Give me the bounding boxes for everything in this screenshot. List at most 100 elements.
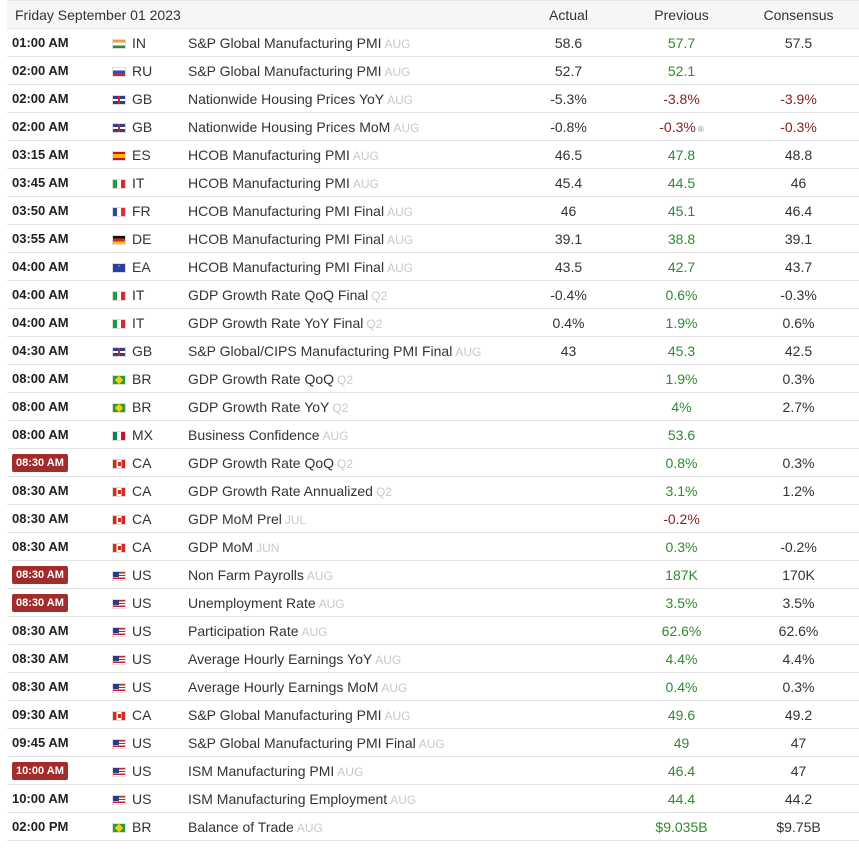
table-row[interactable]: 08:00 AM MX Business Confidence AUG 53.6: [7, 420, 859, 449]
event-time-badge: 08:30 AM: [12, 453, 68, 472]
table-row[interactable]: 09:30 AM CA S&P Global Manufacturing PMI AU…: [7, 700, 859, 729]
table-row[interactable]: 02:00 AM GB Nationwide Housing Prices YoY A…: [7, 84, 859, 113]
table-row[interactable]: 04:00 AM EA HCOB Manufacturing PMI FinalAU…: [7, 252, 859, 281]
event-name-link[interactable]: GDP MoM: [188, 538, 254, 555]
table-row[interactable]: 02:00 AM RU S&P Global Manufacturing PMI AU…: [7, 56, 859, 85]
event-name-link[interactable]: S&P Global Manufacturing PMI: [188, 62, 382, 79]
event-name-link[interactable]: ISM Manufacturing Employment: [188, 790, 388, 807]
event-name-link[interactable]: Unemployment Rate: [188, 594, 316, 611]
reference-period: Q2: [337, 372, 354, 387]
table-row[interactable]: 03:45 AM IT HCOB Manufacturing PMI AUG 45.4 4…: [7, 168, 859, 197]
country-code: DE: [132, 230, 152, 247]
previous-cell: 1.9%: [625, 308, 739, 337]
table-row[interactable]: 03:55 AM DE HCOB Manufacturing PMI Final AU…: [7, 224, 859, 253]
event-name-link[interactable]: Participation Rate: [188, 622, 299, 639]
country-cell: ES: [112, 140, 187, 169]
event-name-link[interactable]: Nationwide Housing Prices MoM: [188, 118, 391, 135]
consensus-value: 2.7%: [738, 392, 859, 421]
actual-value: [512, 588, 626, 617]
consensus-value: [738, 504, 859, 533]
table-row[interactable]: 08:00 AM BR GDP Growth Rate QoQ Q2 1.9% 0.3%: [7, 364, 859, 393]
table-row[interactable]: 08:30 AM US Non Farm Payrolls AUG 187K 170K: [7, 560, 859, 589]
previous-cell: 1.9%: [625, 364, 739, 393]
table-row[interactable]: 03:50 AM FR HCOB Manufacturing PMI Final AU…: [7, 196, 859, 225]
country-cell: GB: [112, 112, 187, 141]
previous-cell: 53.6: [625, 420, 739, 449]
event-time-cell: 08:00 AM: [7, 364, 112, 393]
event-name-link[interactable]: Nationwide Housing Prices YoY: [188, 90, 385, 107]
event-name-link[interactable]: HCOB Manufacturing PMI Final: [188, 202, 385, 219]
event-name-link[interactable]: Average Hourly Earnings YoY: [188, 650, 373, 667]
event-time: 09:30 AM: [12, 707, 69, 722]
country-flag-icon: [112, 178, 126, 189]
country-cell: US: [112, 728, 187, 757]
previous-cell: 0.4%: [625, 672, 739, 701]
table-row[interactable]: 09:45 AM US S&P Global Manufacturing PMI F…: [7, 728, 859, 757]
table-row[interactable]: 08:30 AM CA GDP MoM JUN 0.3% -0.2%: [7, 532, 859, 561]
table-row[interactable]: 02:00 AM GB Nationwide Housing Prices MoM A…: [7, 112, 859, 141]
event-name-link[interactable]: GDP Growth Rate YoY: [188, 398, 330, 415]
table-row[interactable]: 08:00 AM BR GDP Growth Rate YoY Q2 4% 2.7%: [7, 392, 859, 421]
event-time-cell: 01:00 AM: [7, 28, 112, 57]
event-time-badge: 08:30 AM: [12, 565, 68, 584]
country-flag-icon: [112, 94, 126, 105]
event-name-link[interactable]: HCOB Manufacturing PMI: [188, 174, 350, 191]
table-row[interactable]: 08:30 AM US Participation Rate AUG 62.6% 62.6…: [7, 616, 859, 645]
table-row[interactable]: 04:00 AM IT GDP Growth Rate QoQ Final Q2 -0.…: [7, 280, 859, 309]
event-name-link[interactable]: GDP MoM Prel: [188, 510, 282, 527]
event-name-link[interactable]: GDP Growth Rate QoQ: [188, 454, 335, 471]
table-row[interactable]: 03:15 AM ES HCOB Manufacturing PMI AUG 46.5 4…: [7, 140, 859, 169]
country-flag-icon: [112, 318, 126, 329]
table-row[interactable]: 01:00 AM IN S&P Global Manufacturing PMI AU…: [7, 28, 859, 57]
table-row[interactable]: 08:30 AM US Unemployment Rate AUG 3.5% 3.5%: [7, 588, 859, 617]
table-row[interactable]: 08:30 AM CA GDP MoM Prel JUL -0.2%: [7, 504, 859, 533]
table-row[interactable]: 08:30 AM US Average Hourly Earnings MoM AUG…: [7, 672, 859, 701]
event-time-cell: 08:30 AM: [7, 504, 112, 533]
event-time: 02:00 AM: [12, 91, 69, 106]
event-name-link[interactable]: HCOB Manufacturing PMI: [188, 146, 350, 163]
event-name-link[interactable]: GDP Growth Rate YoY Final: [188, 314, 364, 331]
event-name-link[interactable]: Business Confidence: [188, 426, 320, 443]
country-code: MX: [132, 426, 153, 443]
event-name-link[interactable]: ISM Manufacturing PMI: [188, 762, 335, 779]
table-row[interactable]: 10:00 AM US ISM Manufacturing Employment AU…: [7, 784, 859, 813]
country-code: US: [132, 790, 152, 807]
table-row[interactable]: 04:30 AM GB S&P Global/CIPS Manufacturing …: [7, 336, 859, 365]
actual-value: 43: [512, 336, 626, 365]
country-code: BR: [132, 398, 152, 415]
event-name-link[interactable]: S&P Global Manufacturing PMI: [188, 34, 382, 51]
actual-value: 46.5: [512, 140, 626, 169]
event-name-link[interactable]: S&P Global Manufacturing PMI: [188, 706, 382, 723]
event-name-link[interactable]: HCOB Manufacturing PMI Final: [188, 258, 385, 275]
previous-column-header[interactable]: Previous: [625, 0, 739, 29]
previous-cell: 42.7: [625, 252, 739, 281]
event-time: 02:00 AM: [12, 119, 69, 134]
table-row[interactable]: 08:30 AM CA GDP Growth Rate QoQ Q2 0.8% 0.3%: [7, 448, 859, 477]
event-time: 10:00 AM: [12, 791, 69, 806]
previous-cell: 3.5%: [625, 588, 739, 617]
actual-value: [512, 476, 626, 505]
event-name-link[interactable]: GDP Growth Rate Annualized: [188, 482, 373, 499]
table-row[interactable]: 08:30 AM US Average Hourly Earnings YoY AUG…: [7, 644, 859, 673]
event-name-link[interactable]: HCOB Manufacturing PMI Final: [188, 230, 385, 247]
event-name-link[interactable]: Average Hourly Earnings MoM: [188, 678, 379, 695]
reference-period: Q2: [375, 484, 392, 499]
event-name-link[interactable]: S&P Global Manufacturing PMI Final: [188, 734, 416, 751]
actual-column-header[interactable]: Actual: [512, 0, 626, 29]
country-cell: CA: [112, 532, 187, 561]
table-row[interactable]: 04:00 AM IT GDP Growth Rate YoY Final Q2 0.4…: [7, 308, 859, 337]
event-name-link[interactable]: GDP Growth Rate QoQ: [188, 370, 335, 387]
event-name-link[interactable]: Non Farm Payrolls: [188, 566, 304, 583]
previous-value: 44.5: [667, 174, 696, 191]
event-name-link[interactable]: S&P Global/CIPS Manufacturing PMI Final: [188, 342, 453, 359]
table-row[interactable]: 08:30 AM CA GDP Growth Rate Annualized Q2 3.…: [7, 476, 859, 505]
table-row[interactable]: 10:00 AM US ISM Manufacturing PMI AUG 46.4 47: [7, 756, 859, 785]
table-row[interactable]: 02:00 PM BR Balance of Trade AUG $9.035B $9.7…: [7, 812, 859, 841]
event-cell: Non Farm Payrolls AUG: [187, 560, 513, 589]
previous-value: 44.4: [667, 790, 696, 807]
consensus-column-header[interactable]: Consensus: [738, 0, 859, 29]
reference-period: AUG: [387, 92, 414, 107]
country-flag-icon: [112, 514, 126, 525]
event-name-link[interactable]: Balance of Trade: [188, 818, 294, 835]
event-name-link[interactable]: GDP Growth Rate QoQ Final: [188, 286, 369, 303]
